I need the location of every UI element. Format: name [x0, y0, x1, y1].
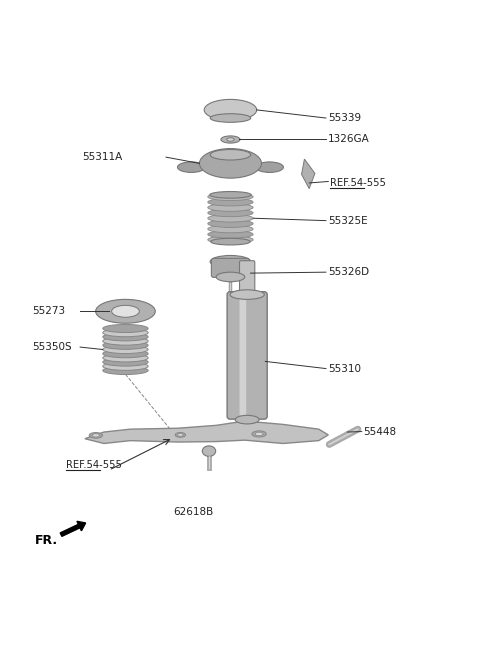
- Text: 55311A: 55311A: [83, 152, 123, 162]
- Ellipse shape: [208, 203, 253, 211]
- Text: 55325E: 55325E: [328, 216, 368, 226]
- Ellipse shape: [103, 346, 148, 354]
- Text: 55448: 55448: [363, 426, 396, 436]
- Ellipse shape: [255, 432, 263, 436]
- Ellipse shape: [221, 136, 240, 143]
- Ellipse shape: [208, 215, 253, 222]
- Ellipse shape: [96, 299, 156, 323]
- Ellipse shape: [204, 100, 257, 121]
- Ellipse shape: [208, 209, 253, 216]
- Text: 62618B: 62618B: [173, 506, 214, 517]
- Ellipse shape: [235, 415, 259, 424]
- Ellipse shape: [103, 362, 148, 371]
- Ellipse shape: [216, 272, 245, 281]
- Ellipse shape: [256, 162, 283, 173]
- Ellipse shape: [103, 333, 148, 341]
- Text: 55350S: 55350S: [33, 342, 72, 352]
- Polygon shape: [301, 159, 315, 189]
- Text: 55273: 55273: [33, 306, 66, 316]
- FancyBboxPatch shape: [240, 296, 246, 416]
- Ellipse shape: [208, 220, 253, 228]
- Ellipse shape: [227, 138, 234, 141]
- Ellipse shape: [89, 432, 103, 438]
- Ellipse shape: [202, 446, 216, 457]
- Text: 55326D: 55326D: [328, 267, 370, 277]
- Text: 55310: 55310: [328, 363, 361, 373]
- Ellipse shape: [208, 236, 253, 243]
- Ellipse shape: [199, 148, 262, 178]
- Ellipse shape: [252, 431, 266, 437]
- Ellipse shape: [103, 354, 148, 362]
- Ellipse shape: [112, 305, 139, 318]
- Ellipse shape: [208, 198, 253, 206]
- Ellipse shape: [103, 367, 148, 375]
- Text: 1326GA: 1326GA: [328, 134, 370, 144]
- Text: 55339: 55339: [328, 113, 361, 123]
- Text: FR.: FR.: [35, 534, 58, 547]
- Ellipse shape: [178, 162, 205, 173]
- Ellipse shape: [103, 329, 148, 337]
- Ellipse shape: [178, 434, 183, 436]
- Ellipse shape: [92, 434, 99, 437]
- Ellipse shape: [230, 290, 264, 299]
- FancyBboxPatch shape: [227, 292, 267, 419]
- FancyBboxPatch shape: [211, 258, 250, 277]
- FancyBboxPatch shape: [240, 260, 255, 296]
- Ellipse shape: [208, 230, 253, 238]
- Text: REF.54-555: REF.54-555: [330, 178, 385, 188]
- Ellipse shape: [103, 325, 148, 333]
- Ellipse shape: [211, 238, 250, 245]
- Ellipse shape: [210, 192, 251, 198]
- Ellipse shape: [210, 113, 251, 122]
- Ellipse shape: [103, 341, 148, 350]
- Ellipse shape: [103, 337, 148, 345]
- Ellipse shape: [210, 255, 251, 268]
- Ellipse shape: [208, 193, 253, 201]
- Ellipse shape: [103, 350, 148, 358]
- FancyArrow shape: [60, 522, 85, 537]
- Polygon shape: [85, 421, 328, 443]
- Ellipse shape: [175, 432, 186, 438]
- Ellipse shape: [103, 358, 148, 366]
- Text: REF.54-555: REF.54-555: [66, 460, 122, 470]
- Ellipse shape: [210, 150, 251, 160]
- Ellipse shape: [208, 225, 253, 233]
